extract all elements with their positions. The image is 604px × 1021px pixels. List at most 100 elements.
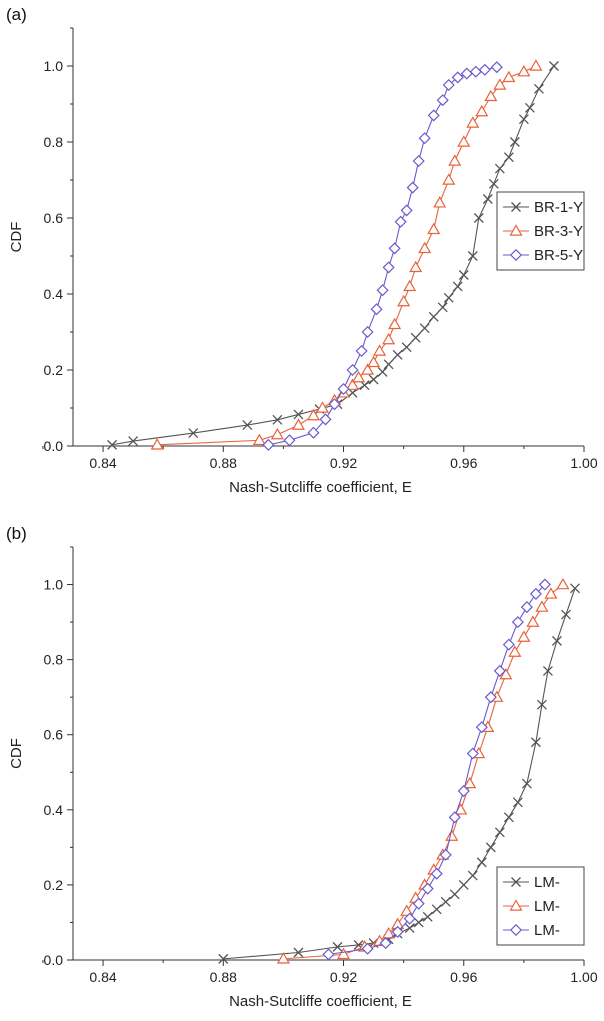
- data-point: [509, 137, 520, 147]
- data-point: [529, 587, 542, 600]
- data-point: [291, 418, 305, 430]
- data-point: [466, 747, 479, 760]
- data-point: [418, 241, 432, 254]
- data-point: [412, 154, 425, 168]
- data-point: [346, 378, 360, 390]
- data-point: [535, 600, 549, 612]
- data-point: [276, 952, 290, 964]
- data-point: [503, 152, 514, 163]
- data-point: [452, 281, 463, 292]
- data-point: [412, 897, 425, 910]
- data-point: [440, 896, 451, 907]
- data-point: [293, 947, 304, 958]
- data-point: [272, 414, 283, 425]
- data-point: [467, 870, 478, 881]
- data-point: [469, 65, 482, 78]
- chart-panel-b: (b) 0.84 0.88 0.92 0.96 1.00 0.0 0.2 0.4 0.6 0.8 1.…: [6, 524, 598, 1010]
- data-point: [443, 292, 454, 303]
- data-point: [361, 363, 375, 375]
- data-point: [397, 294, 411, 307]
- y-tick-label: 0.0: [44, 438, 64, 454]
- data-point: [508, 645, 522, 657]
- data-point: [382, 927, 396, 939]
- data-point: [485, 842, 496, 853]
- data-point: [530, 737, 541, 748]
- data-point: [188, 428, 199, 439]
- x-tick-label: 0.84: [89, 455, 116, 471]
- data-point: [315, 401, 330, 413]
- data-point: [307, 426, 320, 439]
- x-axis-label: Nash-Sutcliffe coefficient, E: [229, 993, 412, 1010]
- y-tick-label: 0.6: [44, 727, 64, 743]
- data-point: [511, 616, 524, 629]
- series-3: [262, 61, 503, 451]
- data-point: [392, 349, 403, 360]
- data-point: [430, 867, 443, 880]
- data-point: [449, 889, 460, 900]
- data-point: [400, 204, 413, 217]
- data-point: [252, 433, 266, 446]
- data-point: [544, 587, 558, 599]
- data-point: [242, 420, 253, 431]
- data-point: [520, 601, 533, 614]
- legend-label: LM-: [534, 874, 560, 891]
- data-point: [517, 630, 531, 642]
- legend-label: BR-3-Y: [534, 223, 583, 240]
- legend: LM- LM- LM-: [496, 866, 585, 946]
- data-point: [457, 135, 471, 147]
- data-point: [467, 251, 478, 261]
- data-point: [448, 811, 461, 824]
- data-point: [570, 583, 580, 594]
- data-point: [332, 941, 343, 952]
- data-point: [410, 332, 421, 343]
- data-point: [306, 408, 321, 421]
- legend-marker: [509, 248, 523, 262]
- data-point: [421, 882, 434, 895]
- x-tick-label: 0.88: [210, 969, 237, 985]
- data-point: [328, 398, 341, 411]
- data-point: [107, 439, 118, 450]
- y-tick-label: 1.0: [44, 58, 64, 74]
- data-point: [436, 94, 449, 107]
- x-tick-label: 0.96: [450, 969, 477, 985]
- data-point: [493, 664, 506, 677]
- x-tick-label: 0.88: [210, 455, 237, 471]
- data-point: [542, 665, 553, 676]
- x-tick-label: 0.96: [450, 455, 477, 471]
- data-point: [427, 109, 440, 122]
- data-point: [361, 325, 374, 339]
- legend-label: BR-1-Y: [534, 199, 583, 216]
- x-tick-label: 1.00: [570, 969, 597, 985]
- data-point: [370, 303, 383, 316]
- data-point: [499, 667, 513, 680]
- data-point: [503, 812, 514, 823]
- data-point: [493, 78, 507, 90]
- data-point: [521, 778, 532, 789]
- data-point: [490, 61, 503, 74]
- y-tick-label: 1.0: [44, 577, 64, 593]
- data-point: [428, 311, 439, 322]
- data-point: [336, 947, 351, 960]
- data-point: [556, 577, 570, 590]
- legend-label: LM-: [534, 922, 560, 939]
- panel-label: (a): [6, 5, 27, 24]
- data-point: [512, 797, 523, 808]
- data-point: [128, 436, 139, 447]
- panel-label: (b): [6, 524, 27, 543]
- data-point: [478, 63, 491, 76]
- data-point: [475, 721, 488, 734]
- data-point: [473, 213, 484, 223]
- y-tick-label: 0.2: [44, 877, 64, 893]
- y-tick-label: 0.6: [44, 210, 64, 226]
- data-point: [458, 879, 469, 890]
- data-point: [524, 102, 535, 113]
- data-point: [367, 355, 381, 368]
- data-point: [391, 925, 404, 938]
- data-point: [403, 912, 416, 925]
- data-point: [382, 332, 396, 345]
- data-point: [448, 154, 462, 166]
- data-point: [376, 284, 389, 297]
- data-point: [433, 196, 447, 208]
- series-3: [322, 578, 551, 961]
- data-point: [293, 409, 304, 420]
